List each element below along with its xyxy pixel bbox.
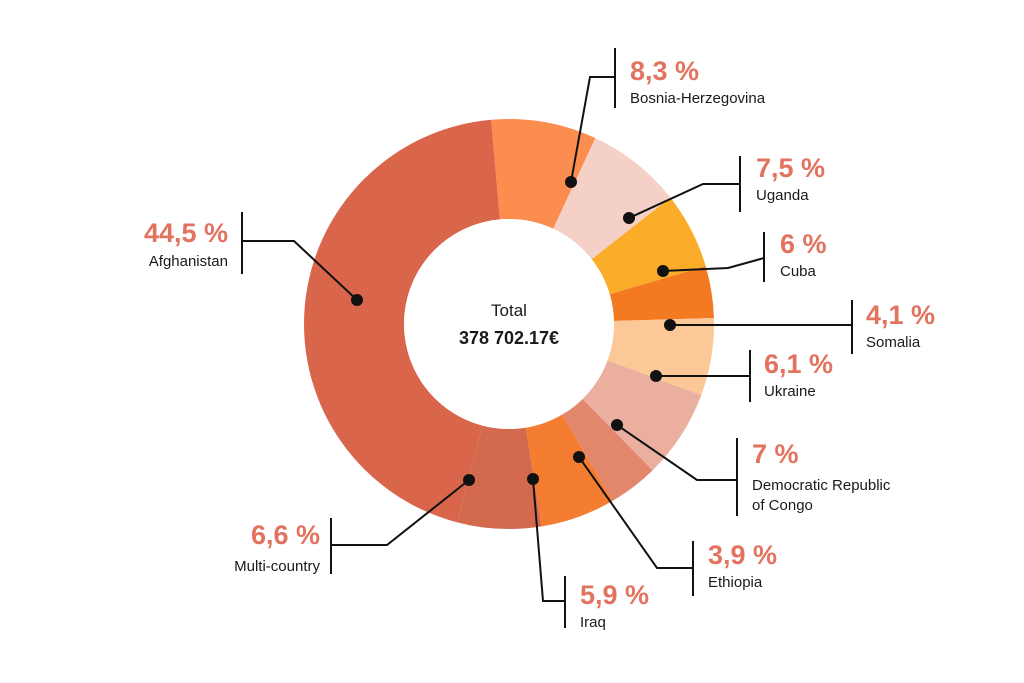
country-label: Afghanistan bbox=[149, 253, 228, 270]
leader-dot bbox=[463, 474, 475, 486]
percent-label: 4,1 % bbox=[866, 300, 935, 330]
slice-multi-country bbox=[457, 425, 542, 529]
callout-uganda: 7,5 % Uganda bbox=[623, 153, 825, 224]
leader-line bbox=[570, 76, 615, 183]
callout-iraq: 5,9 % Iraq bbox=[527, 473, 649, 631]
percent-label: 8,3 % bbox=[630, 56, 699, 86]
country-label: Somalia bbox=[866, 334, 921, 351]
country-label: Bosnia-Herzegovina bbox=[630, 90, 766, 107]
leader-dot bbox=[527, 473, 539, 485]
callout-ethiopia: 3,9 % Ethiopia bbox=[573, 451, 777, 596]
country-label: Iraq bbox=[580, 614, 606, 631]
slice-democratic-republic-of-congo bbox=[582, 360, 702, 471]
leader-line bbox=[578, 456, 693, 569]
leader-dot bbox=[573, 451, 585, 463]
slice-bosnia-herzegovina bbox=[491, 119, 596, 229]
callout-democratic-republic-of-congo: 7 % Democratic Republic of Congo bbox=[611, 419, 891, 516]
leader-dot bbox=[664, 319, 676, 331]
leader-line bbox=[616, 424, 737, 481]
country-label: Uganda bbox=[756, 187, 809, 204]
percent-label: 7 % bbox=[752, 439, 799, 469]
leader-dot bbox=[611, 419, 623, 431]
percent-label: 6 % bbox=[780, 229, 827, 259]
leader-dot bbox=[565, 176, 577, 188]
center-label: Total bbox=[491, 301, 527, 320]
callout-somalia: 4,1 % Somalia bbox=[664, 300, 935, 354]
slice-uganda bbox=[553, 138, 671, 260]
leader-dot bbox=[657, 265, 669, 277]
leader-line bbox=[628, 183, 740, 219]
slice-afghanistan bbox=[303, 119, 500, 523]
percent-label: 7,5 % bbox=[756, 153, 825, 183]
country-label: Ethiopia bbox=[708, 574, 763, 591]
percent-label: 6,1 % bbox=[764, 349, 833, 379]
country-label: Democratic Republic of Congo bbox=[752, 477, 891, 514]
center-total-value: 378 702.17€ bbox=[459, 328, 559, 348]
leader-line bbox=[532, 478, 565, 602]
percent-label: 5,9 % bbox=[580, 580, 649, 610]
slice-callouts: 8,3 % Bosnia-Herzegovina 7,5 % Uganda 6 % Cub… bbox=[144, 48, 935, 631]
leader-dot bbox=[623, 212, 635, 224]
callout-ukraine: 6,1 % Ukraine bbox=[650, 349, 833, 402]
leader-dot bbox=[650, 370, 662, 382]
slice-ethiopia bbox=[562, 398, 653, 501]
callout-cuba: 6 % Cuba bbox=[657, 229, 827, 282]
percent-label: 44,5 % bbox=[144, 218, 228, 248]
donut-hole bbox=[404, 219, 614, 429]
country-label: Ukraine bbox=[764, 383, 816, 400]
callout-multi-country: 6,6 % Multi-country bbox=[234, 474, 475, 575]
leader-line bbox=[662, 257, 765, 272]
slice-iraq bbox=[525, 414, 613, 527]
percent-label: 3,9 % bbox=[708, 540, 777, 570]
callout-bosnia-herzegovina: 8,3 % Bosnia-Herzegovina bbox=[565, 48, 766, 188]
callout-afghanistan: 44,5 % Afghanistan bbox=[144, 212, 363, 306]
donut-slices bbox=[303, 119, 714, 529]
leader-dot bbox=[351, 294, 363, 306]
slice-somalia bbox=[609, 265, 714, 321]
country-label: Cuba bbox=[780, 263, 817, 280]
country-label: Multi-country bbox=[234, 558, 320, 575]
leader-line bbox=[242, 240, 358, 301]
leader-line bbox=[331, 479, 470, 546]
percent-label: 6,6 % bbox=[251, 520, 320, 550]
